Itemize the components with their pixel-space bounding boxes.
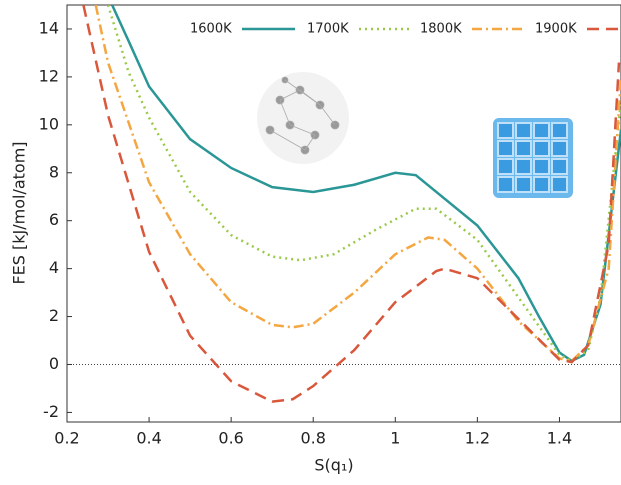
y-tick-label: 6 <box>49 210 59 229</box>
legend-label: 1700K <box>307 22 349 37</box>
x-tick-label: 1 <box>390 429 400 448</box>
y-tick-label: 2 <box>49 306 59 325</box>
series-line <box>82 5 621 403</box>
series-line <box>94 5 621 363</box>
x-tick-label: 1.2 <box>465 429 490 448</box>
x-tick-label: 1.4 <box>547 429 572 448</box>
x-tick-label: 0.8 <box>300 429 325 448</box>
y-tick-label: 14 <box>39 18 59 37</box>
x-tick-label: 0.6 <box>218 429 243 448</box>
y-tick-label: 8 <box>49 162 59 181</box>
legend-label: 1800K <box>420 22 462 37</box>
legend-label: 1900K <box>535 22 577 37</box>
y-axis-label: FES [kJ/mol/atom] <box>10 141 29 284</box>
y-tick-label: 10 <box>39 114 59 133</box>
x-axis-label: S(q₁) <box>314 456 353 475</box>
plot-lines <box>82 5 621 403</box>
x-tick-label: 0.4 <box>136 429 161 448</box>
legend-label: 1600K <box>190 22 232 37</box>
y-tick-label: -2 <box>43 402 59 421</box>
y-tick-label: 12 <box>39 66 59 85</box>
x-tick-label: 0.2 <box>54 429 79 448</box>
amorphous-cluster-image <box>257 72 349 164</box>
crystal-cluster-image <box>493 118 573 198</box>
y-tick-label: 0 <box>49 354 59 373</box>
plot-frame <box>66 4 621 423</box>
y-tick-label: 4 <box>49 258 59 277</box>
